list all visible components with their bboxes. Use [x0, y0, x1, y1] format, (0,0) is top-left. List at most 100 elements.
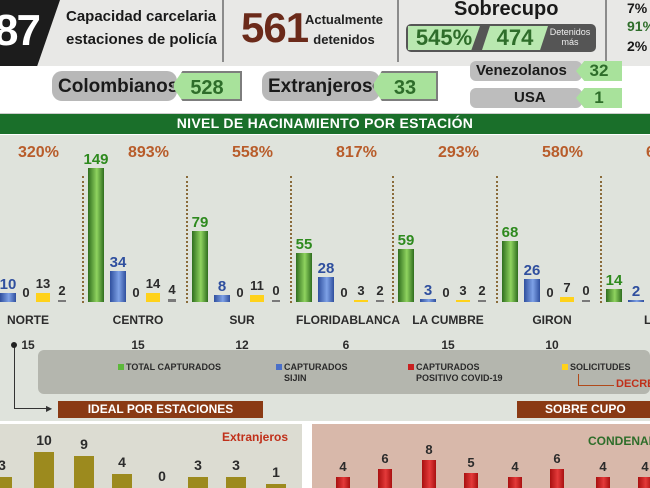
data-label: 11 [250, 277, 264, 293]
data-label: 0 [272, 283, 280, 298]
overcrowding-percent-label: 558% [232, 144, 273, 161]
ideal-capacity-label: 10 [545, 338, 559, 352]
ideal-connector-dot [11, 342, 17, 348]
extranjeros-value: 1 [272, 464, 280, 481]
capacity-label-line2: estaciones de policía [66, 31, 217, 48]
sobre-cupo-label: SOBRE CUPO POR E [517, 401, 650, 433]
condenados-bar [464, 473, 478, 488]
decre-connector [578, 374, 579, 386]
condenados-value: 4 [599, 459, 607, 475]
legend-covid-line2: POSITIVO COVID-19 [416, 373, 503, 383]
data-label: 149 [83, 151, 109, 168]
data-label: 68 [501, 223, 519, 241]
usa-pill [470, 88, 582, 108]
condenados-bar [336, 477, 350, 488]
overcrowding-percent-label: 320% [18, 144, 59, 161]
station-separator [290, 176, 292, 303]
ideal-capacity-label: 15 [21, 338, 35, 352]
capacity-number: 87 [0, 6, 41, 55]
ideal-capacity-label: 12 [235, 338, 249, 352]
chart-bar [376, 300, 384, 302]
condenados-value: 4 [511, 459, 519, 475]
right-percent-2: 91% [627, 18, 650, 34]
data-label: 8 [217, 277, 227, 295]
data-label: 59 [397, 231, 415, 249]
extranjeros-label: Extranjeros [268, 76, 373, 97]
data-label: 7 [563, 280, 571, 296]
chart-bar [168, 298, 176, 302]
condenados-bar [638, 477, 650, 488]
header-divider [605, 0, 607, 62]
header-divider [397, 0, 399, 62]
legend-total-swatch [118, 364, 124, 370]
chart-bar [250, 294, 264, 302]
capacity-label-line1: Capacidad carcelaria [66, 8, 217, 25]
extranjeros-bar [226, 477, 246, 488]
arrow-right-icon: ▶ [46, 404, 53, 413]
station-separator [496, 176, 498, 303]
condenados-bar [508, 477, 522, 488]
chart-bar [192, 230, 208, 302]
chart-bar [146, 292, 160, 302]
section-title: NIVEL DE HACINAMIENTO POR ESTACIÓN [176, 115, 474, 131]
data-label: 0 [442, 285, 450, 300]
header-divider [222, 0, 224, 62]
data-label: 2 [58, 283, 66, 298]
colombianos-pill [52, 71, 177, 101]
data-label: 34 [109, 254, 127, 272]
overcrowding-extra-label-line2: más [561, 37, 579, 47]
overcrowding-extra-label: Detenidos más [548, 27, 592, 47]
chart-bar [420, 299, 436, 302]
chart-legend [38, 350, 650, 394]
ideal-capacity-label: 6 [342, 338, 350, 352]
legend-solicitudes-swatch [562, 364, 568, 370]
condenados-value: 5 [467, 455, 475, 470]
chart-bar [296, 252, 312, 302]
venezolanos-pill [470, 61, 582, 81]
data-label: 13 [35, 276, 51, 292]
data-label: 0 [22, 285, 30, 300]
station-label: NORTE [7, 313, 49, 327]
condenados-value: 4 [339, 459, 347, 475]
extranjeros-value: 33 [372, 71, 438, 101]
chart-bar [214, 294, 230, 302]
chart-bar [0, 293, 16, 302]
detained-label-line2: detenidos [313, 32, 375, 47]
overcrowding-title: Sobrecupo [454, 0, 559, 20]
extranjeros-panel-title: Extranjeros [222, 430, 289, 444]
extranjeros-pill [262, 71, 380, 101]
condenados-bar [378, 468, 392, 488]
legend-solicitudes-label: SOLICITUDES [570, 362, 631, 372]
data-label: 3 [423, 282, 433, 300]
chart-bar [560, 297, 574, 302]
chart-bar [110, 271, 126, 302]
legend-covid-line1: CAPTURADOS [416, 362, 480, 372]
data-label: 0 [546, 285, 554, 300]
data-label: 28 [317, 259, 335, 277]
colombianos-value: 528 [172, 71, 242, 101]
extranjeros-value: 10 [36, 432, 52, 448]
chart-bar [354, 300, 368, 302]
colombianos-label: Colombianos [58, 76, 179, 97]
condenados-panel [312, 424, 650, 488]
legend-covid-swatch [408, 364, 414, 370]
data-label: 0 [340, 285, 348, 300]
ideal-capacity-label: 15 [441, 338, 455, 352]
legend-sijin-line1: CAPTURADOS [284, 362, 348, 372]
chart-bar [456, 300, 470, 302]
legend-sijin-label: CAPTURADOS SIJIN [284, 362, 348, 384]
condenados-value: 6 [553, 450, 561, 466]
chart-bar [58, 300, 66, 302]
extranjeros-value: 3 [194, 457, 202, 474]
overcrowding-extra: 474 [482, 26, 548, 50]
condenados-bar [422, 460, 436, 488]
data-label: 10 [0, 276, 17, 293]
overcrowding-percent: 545% [408, 26, 480, 50]
detained-label-line1: Actualmente [304, 12, 384, 27]
ideal-capacity-label: 15 [131, 338, 145, 352]
chart-bar [272, 300, 280, 302]
condenados-value: 6 [381, 450, 389, 466]
data-label: 55 [295, 235, 313, 253]
extranjeros-value: 3 [0, 457, 6, 474]
data-label: 0 [582, 283, 590, 298]
